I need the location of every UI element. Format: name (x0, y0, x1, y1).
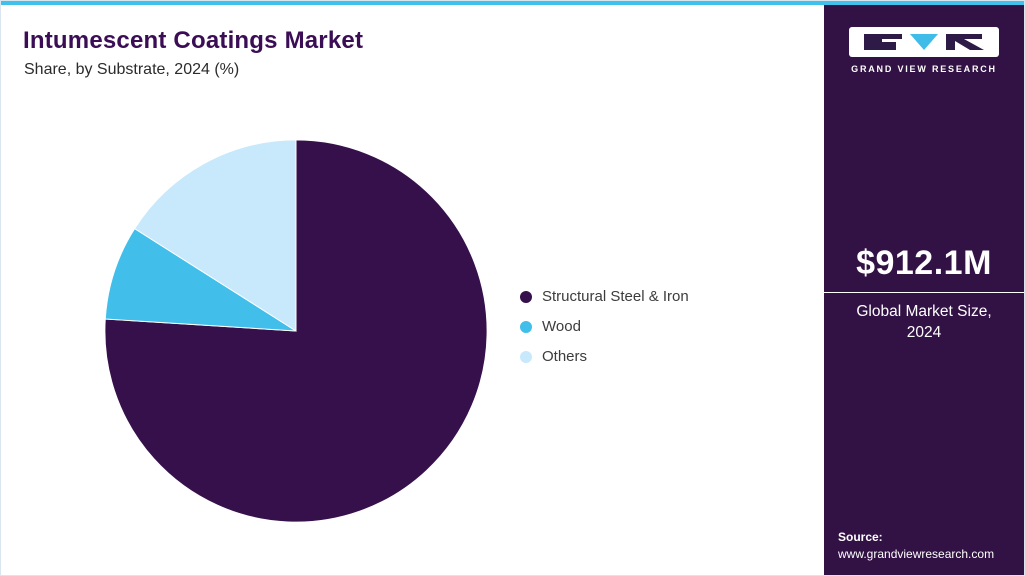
page-title: Intumescent Coatings Market (23, 27, 364, 54)
pie-chart (101, 136, 491, 526)
market-size-label: Global Market Size, 2024 (856, 303, 992, 341)
market-size-block: $912.1M Global Market Size, 2024 (824, 244, 1024, 344)
brand-name: GRAND VIEW RESEARCH (851, 64, 997, 74)
chart-legend: Structural Steel & Iron Wood Others (520, 288, 689, 365)
pie-slice-structural-steel-iron (104, 139, 488, 523)
market-size-value: $912.1M (856, 244, 992, 282)
source-url: www.grandviewresearch.com (838, 547, 995, 561)
legend-item: Structural Steel & Iron (520, 288, 689, 305)
source-label: Source: (838, 530, 883, 544)
gvr-logo-icon (849, 27, 999, 57)
legend-label: Wood (542, 318, 581, 335)
pie-chart-svg (104, 139, 488, 523)
legend-swatch (520, 290, 532, 303)
gvr-logo-glyphs (864, 34, 984, 50)
legend-swatch (520, 320, 532, 333)
legend-item: Others (520, 348, 689, 365)
legend-label: Structural Steel & Iron (542, 288, 689, 305)
pie-slice-wood (104, 227, 297, 332)
legend-label: Others (542, 348, 588, 365)
market-size-divider (824, 292, 1024, 293)
source-block: Source: www.grandviewresearch.com (838, 530, 994, 561)
top-accent-bar (1, 1, 1024, 5)
brand-logo-block: GRAND VIEW RESEARCH (824, 27, 1024, 74)
legend-item: Wood (520, 318, 689, 335)
page-subtitle: Share, by Substrate, 2024 (%) (24, 61, 240, 78)
sidebar: GRAND VIEW RESEARCH $912.1M Global Marke… (824, 1, 1024, 575)
legend-swatch (520, 350, 532, 363)
pie-slice-others (133, 139, 297, 332)
